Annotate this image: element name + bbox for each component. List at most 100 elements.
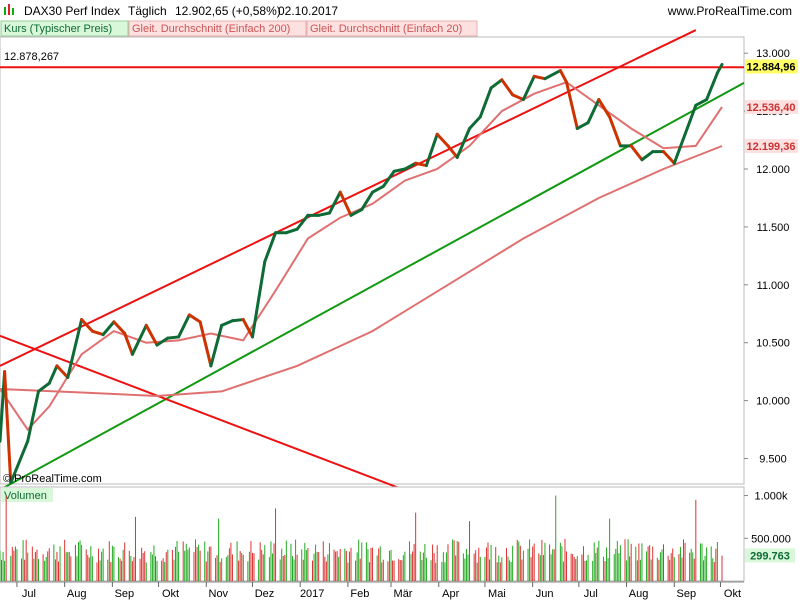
price-segment [177, 313, 191, 339]
price-segment [694, 98, 709, 107]
price-segment [317, 211, 331, 217]
time-tick-label: 2017 [300, 588, 324, 600]
price-tick-label: 11.000 [757, 280, 790, 292]
price-segment [55, 364, 70, 379]
volume-tick-label: 500.000 [751, 533, 791, 545]
volume-bars [0, 495, 723, 581]
price-segment [424, 132, 439, 168]
price-tick-label: 9.500 [759, 454, 787, 466]
legend-ma20[interactable]: Gleit. Durchschnitt (Einfach 20) [310, 23, 462, 35]
time-tick-label: Mär [394, 588, 413, 600]
volume-tick-label: 1.000k [754, 491, 788, 503]
price-series [0, 62, 724, 485]
time-tick-label: Jul [22, 588, 36, 600]
price-tick-label: 11.500 [757, 222, 790, 234]
price-segment [455, 126, 472, 159]
price-segment [263, 231, 278, 264]
price-segment [9, 439, 30, 485]
price-segment [90, 329, 105, 337]
date-label: 02.10.2017 [278, 4, 338, 18]
title-bar-bg [0, 0, 800, 20]
price-segment [36, 381, 51, 393]
price-segment [155, 336, 170, 347]
trend-line-falling [0, 334, 438, 504]
time-tick-label: Aug [629, 588, 649, 600]
volume-last-bg [745, 548, 795, 563]
price-segment [381, 169, 396, 188]
time-tick-label: Apr [442, 588, 459, 600]
price-segment [250, 260, 267, 339]
price-segment [705, 71, 719, 102]
interval-label: Täglich [128, 4, 167, 18]
price-segment [47, 364, 59, 385]
chart-icon [4, 4, 14, 15]
legend-ma200-bg [128, 20, 307, 37]
ma20-value-label: 12.536,40 [747, 102, 796, 114]
price-tick-label: 10.000 [756, 396, 790, 408]
last-price-label-bg [745, 59, 798, 74]
price-segment [198, 320, 213, 368]
hline-value-label: 12.878,267 [4, 51, 59, 63]
time-axis: Jul Aug Sep Okt Nov Dez 2017 Feb Mär Apr Mai Jun Jul… [0, 581, 744, 600]
volume-last-label: 299.763 [750, 550, 790, 562]
time-tick-label: Nov [209, 588, 229, 600]
legend-ma200[interactable]: Gleit. Durchschnitt (Einfach 200) [132, 23, 290, 35]
price-segment [565, 80, 579, 130]
price-segment [66, 318, 84, 379]
price-segment [327, 190, 342, 215]
copyright: © ProRealTime.com [3, 473, 102, 485]
time-tick-label: Sep [676, 588, 696, 600]
price-axis-labels: 12.884,96 12.536,40 12.199,36 [745, 59, 798, 153]
price-segment [575, 121, 590, 130]
price-segment [435, 132, 450, 148]
time-tick-label: Feb [350, 588, 369, 600]
price-segment [468, 115, 482, 130]
price-segment [295, 213, 310, 231]
ma200-value-label: 12.199,36 [747, 141, 796, 153]
price-segment [123, 331, 134, 356]
price-segment [597, 98, 612, 119]
price-segment [478, 86, 493, 119]
price-segment [500, 78, 515, 97]
price-segment [403, 161, 418, 171]
quote-label: 12.902,65 (+0,58%) [175, 4, 281, 18]
trend-line-resistance [0, 29, 697, 367]
price-segment [230, 318, 245, 323]
price-segment [543, 69, 562, 81]
time-tick-label: Jun [536, 588, 554, 600]
price-segment [101, 320, 116, 337]
site-label: www.ProRealTime.com [667, 4, 792, 18]
last-price-label: 12.884,96 [747, 62, 796, 74]
price-segment [26, 389, 40, 443]
legend-price-bg [0, 20, 129, 37]
price-segment [166, 335, 181, 340]
price-segment [511, 93, 525, 102]
time-tick-label: Aug [67, 588, 87, 600]
ma200-value-label-bg [745, 138, 798, 153]
volume-plot-area[interactable] [0, 486, 745, 582]
price-segment [558, 69, 569, 84]
price-segment [80, 318, 94, 333]
time-tick-label: Mai [488, 588, 506, 600]
ma20-value-label-bg [745, 99, 798, 114]
price-segment [144, 323, 159, 347]
price-segment [414, 161, 428, 168]
trend-line-support [0, 81, 745, 491]
price-segment [521, 74, 536, 102]
price-tick-label: 13.000 [756, 48, 790, 60]
price-tick-label: 12.000 [756, 164, 790, 176]
price-segment [187, 313, 202, 324]
price-segment [629, 144, 644, 162]
price-segment [683, 103, 698, 136]
price-segment [241, 318, 254, 339]
price-segment [640, 150, 655, 162]
price-segment [446, 144, 459, 159]
price-segment [371, 184, 385, 194]
price-segment [672, 132, 687, 165]
time-tick-label: Okt [162, 588, 179, 600]
price-segment [209, 323, 224, 368]
legend-price[interactable]: Kurs (Typischer Preis) [4, 23, 112, 35]
price-plot-area[interactable] [0, 36, 745, 485]
legend-ma20-bg [306, 20, 478, 37]
